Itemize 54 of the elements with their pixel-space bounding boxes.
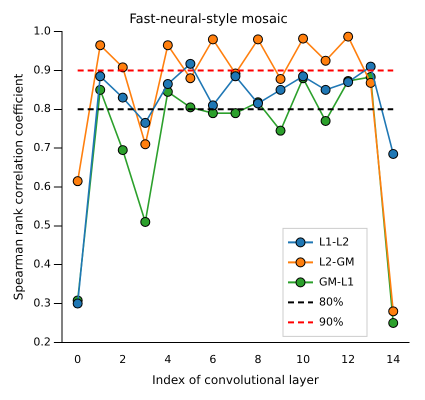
y-tick-label: 0.9 xyxy=(33,63,51,76)
point xyxy=(276,84,286,95)
point xyxy=(388,148,398,159)
point xyxy=(118,92,128,103)
x-tick-label: 4 xyxy=(164,352,172,366)
point xyxy=(185,58,196,69)
point xyxy=(320,56,331,66)
point xyxy=(162,79,173,90)
point xyxy=(140,118,150,128)
point xyxy=(140,216,150,227)
x-tick-label: 10 xyxy=(296,352,310,366)
legend-label: L2-GM xyxy=(319,255,355,268)
y-tick-label: 0.8 xyxy=(33,102,51,116)
point xyxy=(208,100,218,110)
x-axis-title: Index of convolutional layer xyxy=(152,372,319,387)
point xyxy=(118,145,128,156)
y-tick-label: 0.5 xyxy=(33,218,51,232)
point xyxy=(185,73,196,84)
y-tick-label: 0.6 xyxy=(33,180,51,193)
point xyxy=(320,84,331,95)
x-tick-label: 0 xyxy=(74,352,82,366)
point xyxy=(230,71,240,82)
point xyxy=(388,318,398,328)
x-tick-label: 6 xyxy=(209,352,216,366)
point xyxy=(276,126,286,136)
point xyxy=(140,139,150,150)
y-axis-title: Spearman rank correlation coefficient xyxy=(11,73,26,300)
point xyxy=(72,176,83,186)
legend-label: L1-L2 xyxy=(319,235,350,248)
point xyxy=(230,108,240,118)
point xyxy=(162,40,173,50)
point xyxy=(95,71,106,82)
x-tick-label: 12 xyxy=(341,352,356,366)
point xyxy=(72,298,83,309)
point xyxy=(320,116,331,126)
x-tick-label: 2 xyxy=(119,352,126,366)
x-tick-label: 14 xyxy=(386,352,400,366)
legend-label: 80% xyxy=(319,295,344,308)
point xyxy=(95,40,106,50)
point xyxy=(343,32,354,42)
point xyxy=(252,34,263,44)
point xyxy=(298,34,308,44)
point xyxy=(388,306,398,316)
y-tick-label: 0.7 xyxy=(33,141,51,154)
y-tick-label: 0.3 xyxy=(33,296,51,310)
point xyxy=(208,34,218,44)
point xyxy=(276,74,286,84)
legend-label: 90% xyxy=(319,315,344,328)
legend-label: GM-L1 xyxy=(319,275,354,288)
y-tick-label: 0.2 xyxy=(33,335,51,348)
y-tick-label: 1.0 xyxy=(33,24,51,38)
x-tick-label: 8 xyxy=(254,352,262,366)
chart-title: Fast-neural-style mosaic xyxy=(129,12,288,28)
y-tick-label: 0.4 xyxy=(33,258,51,271)
